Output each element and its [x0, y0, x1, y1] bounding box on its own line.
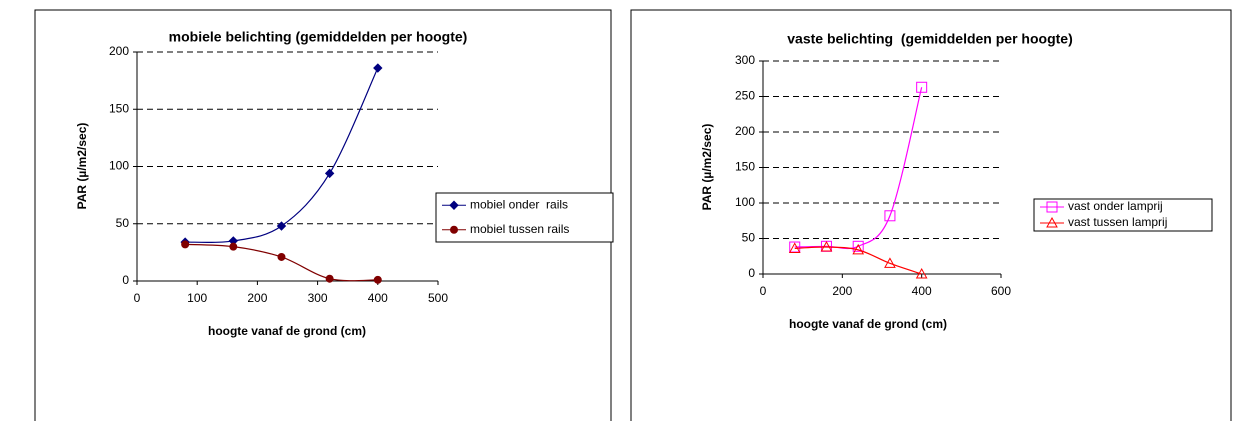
marker: [852, 243, 865, 255]
y-tick-label: 300: [735, 53, 755, 67]
series-line: [185, 67, 379, 244]
x-tick-label: 0: [134, 291, 141, 305]
legend-marker: [450, 225, 458, 234]
x-tick-label: 200: [247, 291, 267, 305]
legend-marker: [1046, 201, 1058, 213]
chart-title: vaste belichting (gemiddelden per hoogte…: [787, 31, 1072, 47]
y-tick-label: 100: [735, 195, 755, 209]
marker: [229, 242, 238, 251]
marker: [373, 63, 383, 73]
series-line: [794, 87, 923, 250]
marker: [915, 267, 928, 279]
x-tick-label: 400: [368, 291, 388, 305]
x-tick-label: 100: [187, 291, 207, 305]
x-tick-label: 500: [428, 291, 448, 305]
legend-marker: [1046, 216, 1058, 228]
x-tick-label: 600: [991, 284, 1011, 298]
y-tick-label: 50: [742, 231, 756, 245]
marker: [181, 240, 190, 249]
legend-box: [1033, 198, 1213, 232]
x-tick-label: 0: [760, 284, 767, 298]
marker: [324, 168, 335, 179]
marker: [373, 275, 382, 284]
marker: [916, 81, 928, 93]
y-axis-label: PAR (µ/m2/sec): [700, 124, 714, 211]
marker: [884, 257, 896, 268]
y-tick-label: 200: [735, 124, 755, 138]
x-tick-label: 400: [912, 284, 932, 298]
y-tick-label: 0: [748, 266, 755, 280]
chart-title: mobiele belichting (gemiddelden per hoog…: [169, 29, 468, 45]
series-line: [794, 246, 922, 275]
marker: [820, 240, 833, 252]
marker: [325, 274, 334, 283]
y-tick-label: 100: [109, 159, 129, 173]
y-tick-label: 250: [735, 89, 755, 103]
legend-marker: [449, 200, 459, 210]
legend-label: mobiel onder rails: [470, 197, 568, 211]
y-tick-label: 200: [109, 44, 129, 58]
marker: [884, 210, 896, 222]
x-tick-label: 300: [308, 291, 328, 305]
x-tick-label: 200: [832, 284, 852, 298]
x-axis-label: hoogte vanaf de grond (cm): [208, 324, 366, 338]
y-tick-label: 0: [122, 273, 129, 287]
marker: [276, 221, 287, 231]
y-axis-label: PAR (µ/m2/sec): [75, 123, 89, 210]
legend-box: [435, 192, 614, 243]
y-tick-label: 50: [116, 216, 130, 230]
y-tick-label: 150: [735, 160, 755, 174]
legend-label: vast tussen lamprij: [1068, 215, 1167, 229]
y-tick-label: 150: [109, 101, 129, 115]
marker: [788, 242, 801, 253]
legend-label: vast onder lamprij: [1068, 199, 1163, 213]
legend-label: mobiel tussen rails: [470, 222, 569, 236]
marker: [277, 252, 286, 261]
marker: [852, 240, 864, 252]
x-axis-label: hoogte vanaf de grond (cm): [789, 317, 947, 331]
